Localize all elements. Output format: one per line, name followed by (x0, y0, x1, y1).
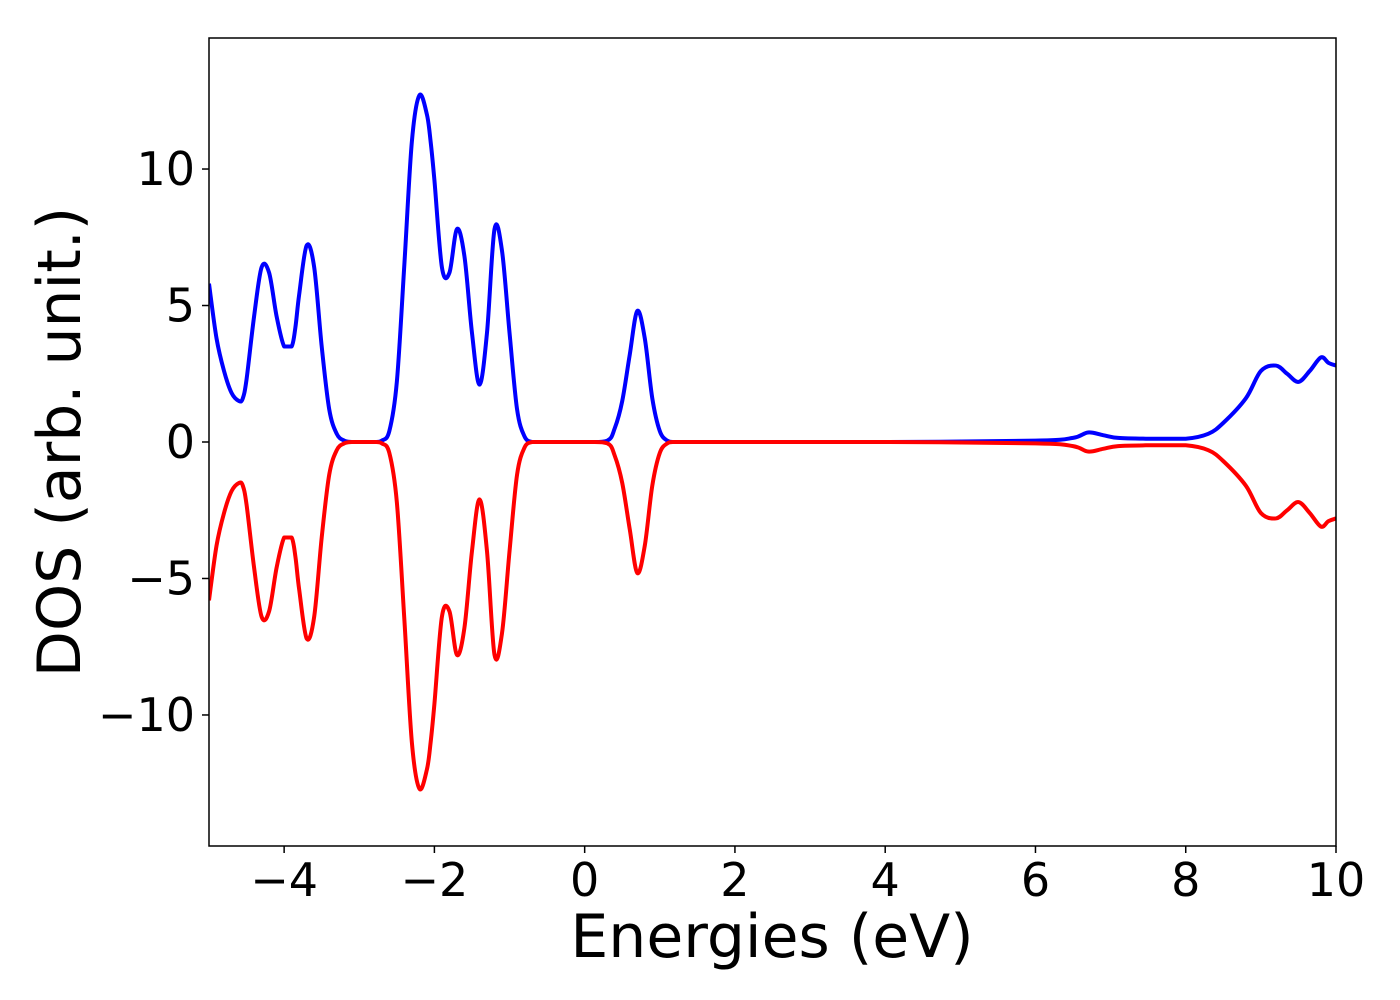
x-tick-label: 0 (570, 853, 599, 907)
series-line-1 (209, 439, 1336, 792)
x-axis: −4 −2 0 2 4 6 8 10 (250, 846, 1365, 907)
x-axis-label: Energies (eV) (570, 902, 973, 972)
y-tick-label: 5 (166, 279, 195, 333)
y-tick-label: −5 (127, 551, 195, 605)
x-tick-label: 8 (1171, 853, 1200, 907)
y-tick-label: −10 (98, 688, 195, 742)
x-tick-label: 6 (1021, 853, 1050, 907)
series-layer (209, 92, 1336, 792)
x-tick-label: 10 (1307, 853, 1366, 907)
x-tick-label: 2 (720, 853, 749, 907)
y-axis: −10 −5 0 5 10 (98, 142, 209, 742)
x-tick-label: 4 (871, 853, 900, 907)
x-tick-label: −2 (400, 853, 468, 907)
y-tick-label: 0 (166, 415, 195, 469)
y-tick-label: 10 (136, 142, 195, 196)
series-line-0 (209, 92, 1336, 445)
y-axis-label: DOS (arb. unit.) (25, 207, 95, 677)
x-tick-label: −4 (250, 853, 318, 907)
